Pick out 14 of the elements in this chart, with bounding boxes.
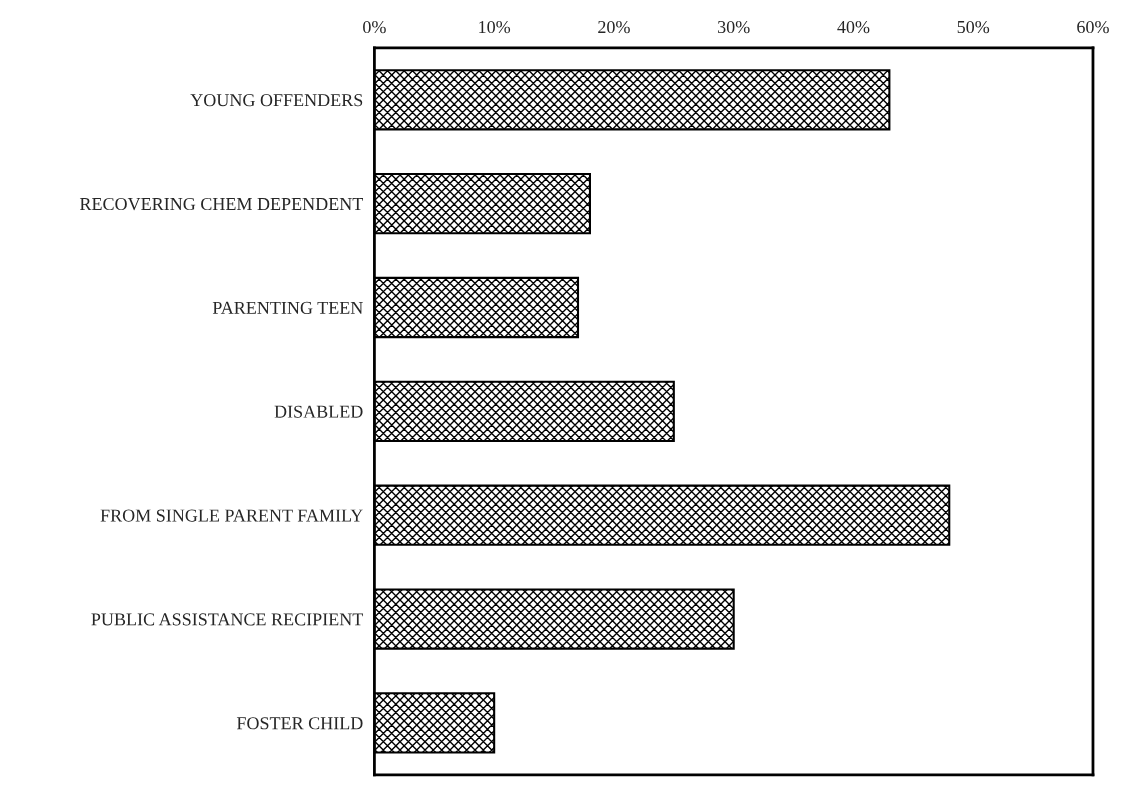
x-tick-label: 30%	[718, 20, 750, 34]
y-tick-label: FOSTER CHILD	[236, 717, 363, 730]
y-tick-label: PARENTING TEEN	[212, 301, 363, 314]
y-tick-label: FROM SINGLE PARENT FAMILY	[100, 509, 363, 522]
x-tick-label: 10%	[479, 20, 511, 34]
x-tick-label: 20%	[598, 20, 630, 34]
x-tick-label: 40%	[837, 20, 870, 34]
y-tick-label: PUBLIC ASSISTANCE RECIPIENT	[91, 613, 364, 626]
x-tick-label: 0%	[363, 20, 386, 34]
y-tick-label: RECOVERING CHEM DEPENDENT	[79, 197, 363, 211]
y-tick-label: YOUNG OFFENDERS	[190, 94, 363, 107]
x-tick-label: 50%	[957, 20, 990, 34]
y-tick-label: DISABLED	[274, 405, 363, 418]
x-tick-label: 60%	[1077, 20, 1109, 34]
